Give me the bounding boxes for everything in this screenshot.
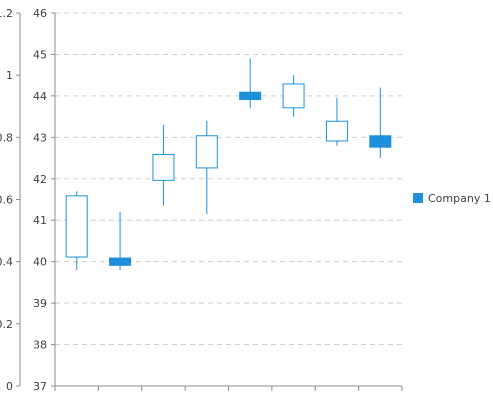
candle [65, 191, 88, 270]
legend[interactable]: Company 1 [413, 192, 491, 205]
candle-body-filled [239, 91, 262, 101]
candle [325, 97, 348, 146]
primary-y-tick-label: 43 [33, 131, 47, 144]
candle [109, 211, 132, 270]
secondary-y-tick-label: 0.6 [0, 194, 13, 207]
primary-y-tick-label: 38 [33, 339, 47, 352]
primary-y-tick-label: 42 [33, 173, 47, 186]
secondary-y-tick-label: 0 [6, 380, 13, 393]
primary-y-tick-label: 41 [33, 214, 47, 227]
secondary-y-tick-label: 1 [6, 69, 13, 82]
primary-y-tick-label: 45 [33, 48, 47, 61]
candle-layer [65, 58, 392, 270]
candle-body-filled [369, 135, 392, 148]
candle [195, 120, 218, 215]
grid-layer [55, 12, 402, 346]
candle-body-filled [109, 257, 132, 266]
primary-y-tick-label: 39 [33, 297, 47, 310]
candle-body-hollow [152, 153, 175, 181]
legend-swatch [413, 193, 423, 203]
secondary-y-tick-label: 0.2 [0, 318, 13, 331]
primary-y-tick-label: 46 [33, 7, 47, 20]
candle [282, 75, 305, 117]
secondary-y-tick-label: 0.4 [0, 256, 13, 269]
secondary-y-tick-label: 1.2 [0, 7, 13, 20]
legend-label-company-1: Company 1 [428, 192, 491, 205]
primary-y-tick-label: 40 [33, 256, 47, 269]
candle [239, 58, 262, 109]
primary-y-tick-label: 44 [33, 90, 47, 103]
axes-layer: 37 38 39 40 41 42 43 44 45 46 0 0.2 0.4 0.6 0.8 1 1.2 [0, 7, 403, 393]
secondary-y-tick-label: 0.8 [0, 131, 13, 144]
candle-body-hollow [195, 135, 218, 169]
candle [369, 87, 392, 159]
candle-body-hollow [282, 83, 305, 109]
primary-y-tick-label: 37 [33, 380, 47, 393]
candle [152, 124, 175, 206]
candle-body-hollow [325, 120, 348, 142]
candle-body-hollow [65, 195, 88, 258]
